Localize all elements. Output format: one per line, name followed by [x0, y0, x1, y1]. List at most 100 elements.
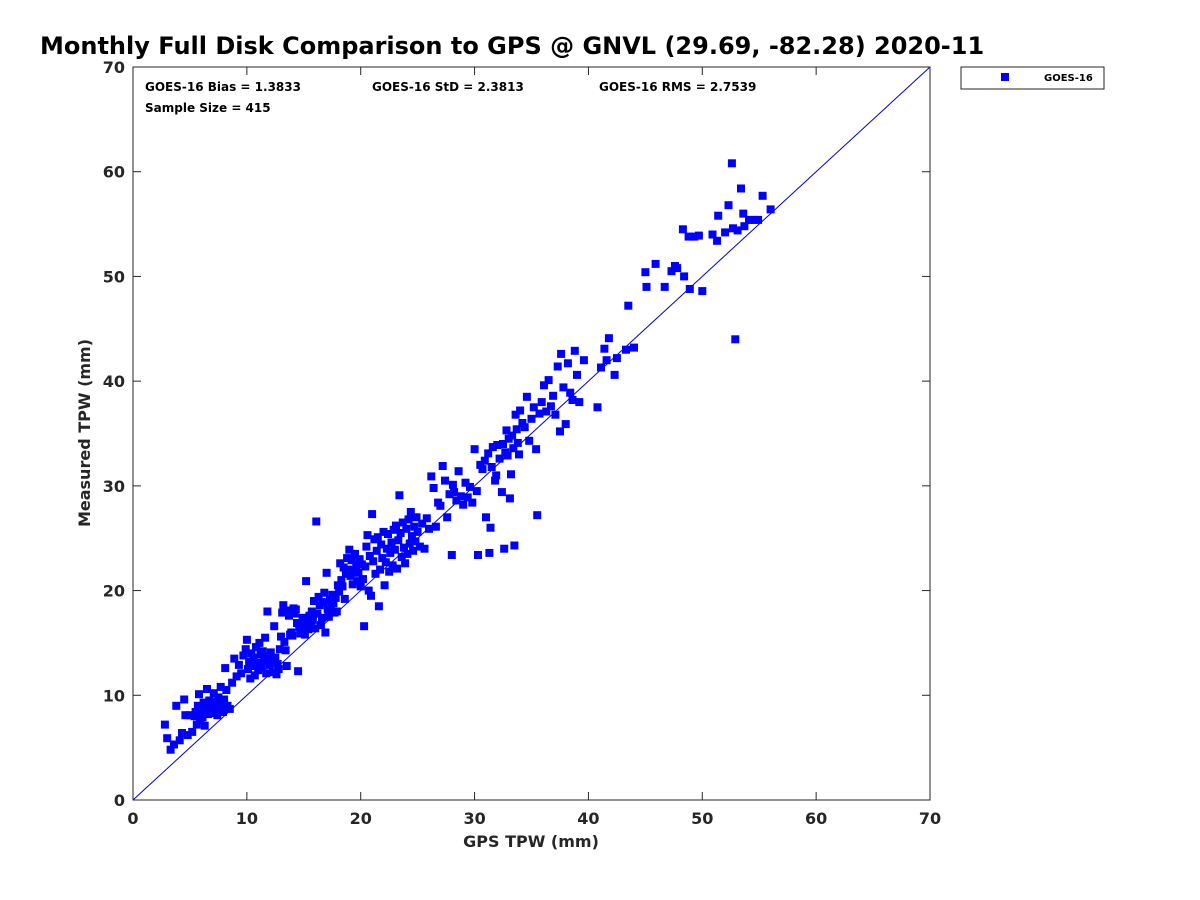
data-point	[249, 653, 258, 662]
data-point	[513, 438, 522, 447]
data-point	[642, 282, 651, 291]
data-point	[622, 345, 630, 354]
data-point	[280, 637, 289, 646]
data-point	[393, 564, 402, 573]
data-point	[731, 335, 740, 344]
data-point	[602, 356, 611, 365]
data-point	[573, 370, 581, 379]
data-point	[429, 484, 438, 492]
data-point	[363, 531, 372, 540]
data-point	[281, 646, 290, 655]
data-point	[409, 546, 418, 555]
x-tick-label: 40	[577, 809, 599, 828]
data-point	[181, 711, 190, 720]
data-point	[302, 577, 311, 586]
data-point	[484, 449, 493, 458]
data-point	[400, 543, 408, 552]
data-point	[721, 228, 730, 237]
data-point	[593, 403, 602, 412]
data-point	[359, 575, 367, 584]
y-tick-label: 60	[103, 163, 125, 182]
data-point	[163, 734, 172, 743]
data-point	[431, 522, 440, 531]
data-point	[575, 398, 584, 407]
data-point	[377, 540, 386, 549]
data-point	[508, 431, 517, 440]
x-tick-label: 60	[805, 809, 827, 828]
data-point	[188, 727, 197, 736]
data-point	[209, 689, 218, 698]
data-point	[221, 664, 230, 673]
data-point	[459, 500, 468, 509]
data-point	[180, 695, 189, 704]
data-point	[372, 546, 381, 555]
data-point	[368, 510, 377, 519]
data-point	[222, 686, 231, 694]
data-point	[685, 285, 694, 293]
data-point	[420, 544, 429, 553]
data-point	[273, 659, 282, 668]
data-point	[378, 554, 387, 563]
data-point	[684, 232, 693, 241]
data-point	[403, 549, 412, 558]
data-point	[556, 427, 564, 436]
data-point	[468, 498, 477, 507]
x-tick-label: 50	[691, 809, 713, 828]
y-tick-label: 20	[103, 582, 125, 601]
data-point	[412, 513, 421, 522]
data-point	[448, 480, 457, 489]
data-point	[522, 392, 531, 401]
data-point	[485, 548, 494, 557]
x-axis-ticks: 0 10 20 30 40 50 60 70	[127, 67, 941, 828]
data-point	[667, 267, 676, 276]
data-point	[310, 597, 318, 605]
data-point	[491, 476, 500, 485]
data-point	[348, 580, 357, 589]
data-point	[331, 593, 340, 602]
data-point	[265, 660, 274, 669]
data-point	[515, 450, 523, 459]
data-point	[540, 381, 548, 390]
data-point	[365, 552, 374, 560]
data-point	[244, 665, 252, 674]
data-point	[561, 420, 570, 429]
data-point	[371, 569, 380, 578]
data-point	[745, 215, 753, 224]
data-point	[318, 613, 326, 622]
data-point	[347, 556, 356, 565]
data-point	[436, 501, 445, 510]
data-point	[478, 465, 487, 474]
data-point	[321, 628, 330, 637]
data-point	[230, 654, 239, 663]
data-point	[445, 490, 454, 499]
data-point	[279, 601, 288, 610]
legend-label-goes-16: GOES-16	[1044, 73, 1093, 84]
data-point	[333, 581, 342, 590]
data-point	[415, 542, 424, 551]
data-point	[502, 426, 511, 435]
data-point	[493, 441, 502, 449]
data-point	[225, 704, 234, 713]
data-point	[327, 603, 336, 612]
data-point	[217, 699, 226, 708]
data-point	[345, 545, 354, 554]
y-axis-label: Measured TPW (mm)	[75, 339, 94, 527]
data-point	[507, 470, 515, 479]
data-point	[535, 409, 544, 418]
data-point	[739, 209, 748, 218]
x-tick-label: 0	[127, 809, 138, 828]
data-point	[516, 406, 525, 415]
legend: GOES-16	[960, 66, 1105, 90]
data-point	[195, 690, 203, 699]
data-point	[472, 487, 481, 496]
data-point	[382, 544, 391, 553]
data-point	[533, 511, 542, 520]
data-point	[160, 720, 169, 729]
data-point	[438, 462, 447, 470]
data-point	[313, 609, 322, 618]
data-point	[270, 622, 279, 631]
data-point	[411, 537, 420, 546]
data-point	[271, 653, 280, 662]
data-point	[192, 720, 201, 729]
y-tick-label: 50	[103, 267, 125, 286]
